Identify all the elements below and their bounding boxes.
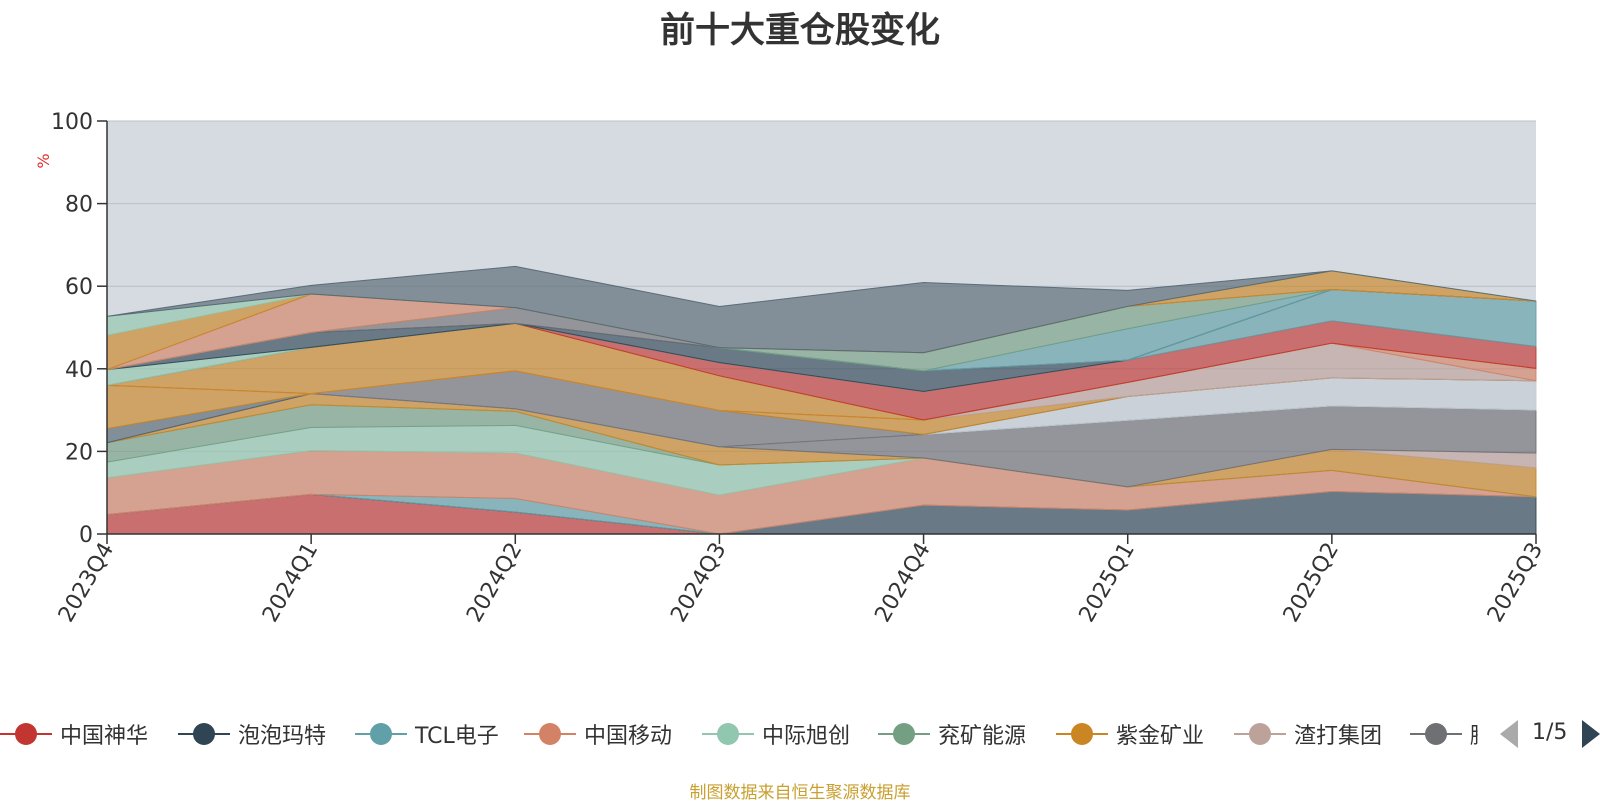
x-tick-label: 2025Q3 bbox=[1483, 539, 1548, 627]
legend-item-label: 泡泡玛特 bbox=[238, 724, 327, 749]
legend-item-label: TCL电子 bbox=[415, 724, 499, 749]
stacked-area-chart: 0 20 40 60 80 100% 2023Q4 2024Q1 2024Q2 2024Q3 202… bbox=[34, 110, 1548, 627]
x-tick-label: 2024Q1 bbox=[258, 539, 323, 627]
legend-item-label: 兖矿能源 bbox=[938, 724, 1027, 749]
x-tick-label: 2025Q2 bbox=[1279, 539, 1344, 627]
legend-marker-icon bbox=[1234, 723, 1286, 745]
legend-item[interactable]: 紫金矿业 bbox=[1056, 716, 1204, 752]
legend-item-label: 腾讯控股 bbox=[1470, 718, 1478, 750]
chart-title: 前十大重仓股变化 bbox=[659, 11, 940, 51]
y-tick-label: 20 bbox=[65, 440, 93, 465]
y-tick-label: 0 bbox=[79, 523, 93, 548]
legend-marker-icon bbox=[878, 723, 930, 745]
legend-item[interactable]: 中国移动 bbox=[524, 716, 672, 752]
legend-marker-icon bbox=[355, 723, 407, 745]
x-tick-label: 2025Q1 bbox=[1075, 539, 1140, 627]
area-series-26 bbox=[106, 265, 1537, 354]
legend-marker-icon bbox=[1056, 723, 1108, 745]
legend-page-indicator: 1/5 bbox=[1532, 720, 1568, 745]
y-tick-label: 80 bbox=[65, 193, 93, 218]
legend-item[interactable]: 中国神华 bbox=[0, 716, 148, 752]
x-tick-label: 2023Q4 bbox=[54, 539, 119, 627]
data-source-note: 制图数据来自恒生聚源数据库 bbox=[689, 783, 911, 803]
legend-item-label: 渣打集团 bbox=[1294, 724, 1383, 749]
y-tick-label: 100 bbox=[51, 110, 93, 135]
legend-next-page-button[interactable] bbox=[1582, 720, 1600, 748]
y-tick-label: 40 bbox=[65, 358, 93, 383]
legend: 中国神华 泡泡玛特 TCL电子 中国移动 中际旭创 兖矿能源 紫金矿业 渣打集团 腾讯控股 bbox=[0, 716, 1478, 752]
legend-marker-icon bbox=[1410, 723, 1462, 745]
legend-item[interactable]: 腾讯控股 bbox=[1410, 716, 1478, 752]
legend-item-label: 紫金矿业 bbox=[1116, 724, 1205, 749]
x-tick-label: 2024Q3 bbox=[666, 539, 731, 627]
legend-marker-icon bbox=[524, 723, 576, 745]
legend-prev-page-button[interactable] bbox=[1500, 720, 1518, 748]
y-axis-unit-label: % bbox=[34, 153, 53, 168]
legend-item-label: 中际旭创 bbox=[762, 724, 851, 749]
legend-marker-icon bbox=[0, 723, 52, 745]
legend-item-label: 中国移动 bbox=[584, 724, 673, 749]
legend-item[interactable]: 渣打集团 bbox=[1234, 716, 1382, 752]
legend-item[interactable]: 中际旭创 bbox=[702, 716, 850, 752]
legend-item-label: 中国神华 bbox=[60, 724, 149, 749]
legend-item[interactable]: 兖矿能源 bbox=[878, 716, 1026, 752]
x-tick-label: 2024Q2 bbox=[462, 539, 527, 627]
x-tick-label: 2024Q4 bbox=[870, 539, 935, 627]
legend-marker-icon bbox=[702, 723, 754, 745]
legend-pager: 1/5 bbox=[1500, 716, 1600, 752]
legend-item[interactable]: 泡泡玛特 bbox=[178, 716, 326, 752]
legend-item[interactable]: TCL电子 bbox=[355, 716, 499, 752]
y-tick-label: 60 bbox=[65, 275, 93, 300]
legend-marker-icon bbox=[178, 723, 230, 745]
